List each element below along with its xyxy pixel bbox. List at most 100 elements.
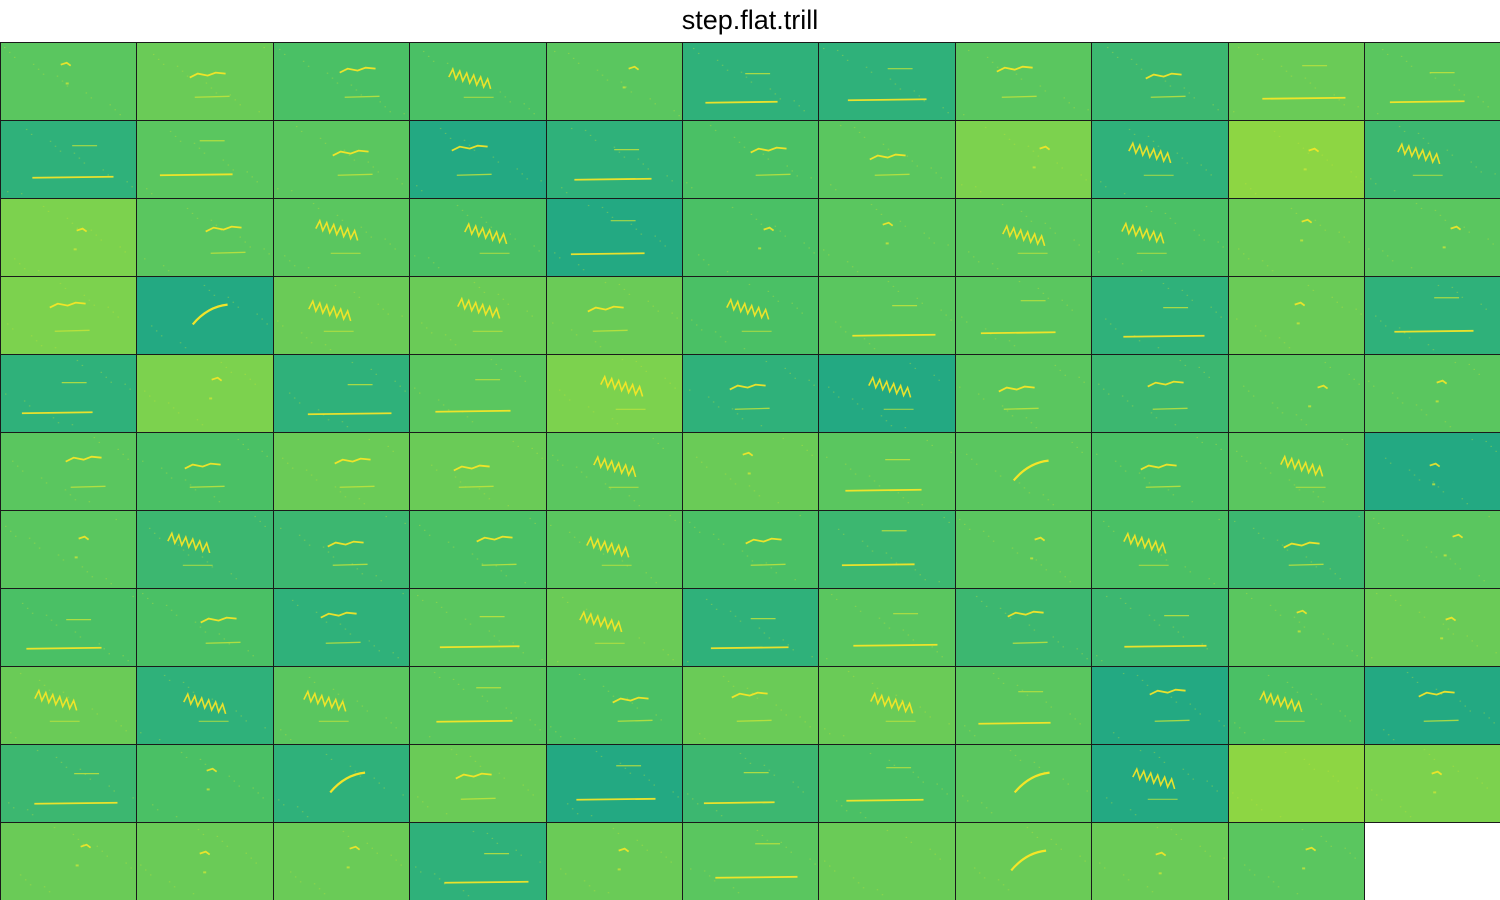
spectrogram-image — [828, 362, 941, 429]
spectrogram-tile — [409, 588, 547, 667]
spectrogram-tile — [1227, 120, 1365, 199]
spectrogram-image — [1233, 515, 1360, 580]
spectrogram-image — [823, 203, 950, 273]
spectrogram-tile — [1227, 42, 1365, 121]
spectrogram-image — [6, 128, 133, 195]
spectrogram-tile — [0, 198, 138, 277]
spectrogram-tile — [1227, 354, 1365, 433]
spectrogram-image — [276, 284, 403, 351]
spectrogram-image — [688, 514, 801, 581]
spectrogram-tile — [0, 432, 138, 511]
spectrogram-image — [824, 829, 942, 896]
spectrogram-image — [291, 592, 404, 659]
spectrogram-tile — [1227, 822, 1365, 900]
spectrogram-tile — [136, 744, 274, 823]
spectrogram-tile — [136, 588, 274, 667]
spectrogram-image — [973, 826, 1086, 891]
spectrogram-image — [824, 670, 951, 737]
spectrogram-tile — [818, 822, 956, 900]
spectrogram-image — [1106, 749, 1219, 816]
spectrogram-tile — [1364, 198, 1500, 277]
spectrogram-image — [551, 437, 664, 507]
spectrogram-tile — [1227, 744, 1365, 823]
spectrogram-image — [1369, 125, 1496, 192]
spectrogram-image — [695, 437, 813, 504]
spectrogram-tile — [1091, 354, 1229, 433]
spectrogram-image — [1099, 826, 1226, 893]
spectrogram-tile — [818, 198, 956, 277]
spectrogram-image — [4, 518, 117, 585]
spectrogram-image — [967, 203, 1080, 270]
spectrogram-tile — [272, 198, 411, 277]
spectrogram-tile — [954, 432, 1093, 511]
spectrogram-image — [414, 204, 541, 269]
spectrogram-image — [152, 751, 265, 818]
spectrogram-image — [1367, 361, 1480, 428]
spectrogram-tile — [682, 666, 820, 745]
spectrogram-tile — [1364, 588, 1500, 667]
spectrogram-tile — [954, 120, 1093, 199]
spectrogram-image — [965, 441, 1083, 506]
spectrogram-tile — [272, 276, 411, 355]
spectrogram-tile — [954, 510, 1093, 589]
spectrogram-tile — [272, 744, 411, 823]
figure-title: step.flat.trill — [681, 5, 819, 35]
spectrogram-tile — [682, 42, 820, 121]
spectrogram-tile — [409, 666, 547, 745]
spectrogram-tile — [954, 822, 1093, 900]
spectrogram-tile — [0, 276, 138, 355]
spectrogram-tile — [1364, 42, 1500, 121]
spectrogram-tile — [682, 120, 820, 199]
spectrogram-image — [1100, 128, 1213, 195]
spectrogram-tile — [682, 588, 820, 667]
spectrogram-image — [144, 207, 271, 272]
spectrogram-tile — [954, 354, 1093, 433]
spectrogram-tile — [0, 744, 138, 823]
spectrogram-tile — [818, 354, 956, 433]
spectrogram-image — [1374, 284, 1487, 351]
spectrogram-image — [1103, 518, 1221, 585]
spectrogram-tile — [818, 666, 956, 745]
spectrogram-image — [958, 518, 1071, 583]
spectrogram-image — [419, 517, 537, 584]
spectrogram-image — [560, 127, 673, 194]
spectrogram-tile — [272, 120, 411, 199]
spectrogram-tile — [1227, 666, 1365, 745]
spectrogram-tile — [272, 432, 411, 511]
spectrogram-tile — [1364, 510, 1500, 589]
spectrogram-tile — [136, 432, 274, 511]
spectrogram-tile — [1091, 276, 1229, 355]
spectrogram-image — [686, 752, 804, 817]
spectrogram-tile — [0, 588, 138, 667]
spectrogram-tile — [545, 822, 683, 900]
spectrogram-tile — [1227, 276, 1365, 355]
spectrogram-tile — [954, 198, 1093, 277]
spectrogram-tile — [954, 744, 1093, 823]
spectrogram-image — [1235, 284, 1362, 349]
spectrogram-image — [1113, 672, 1226, 739]
spectrogram-tile — [1227, 432, 1365, 511]
spectrogram-tile — [272, 510, 411, 589]
spectrogram-tile — [272, 42, 411, 121]
spectrogram-image — [692, 47, 805, 112]
spectrogram-tile — [1227, 510, 1365, 589]
spectrogram-tile — [272, 822, 411, 900]
spectrogram-tile — [409, 744, 547, 823]
spectrogram-tile — [1091, 198, 1229, 277]
spectrogram-image — [688, 360, 815, 427]
spectrogram-image — [146, 130, 259, 195]
spectrogram-tile — [818, 276, 956, 355]
spectrogram-tile — [1091, 822, 1229, 900]
spectrogram-grid — [0, 42, 1500, 900]
spectrogram-image — [962, 49, 1089, 116]
spectrogram-image — [142, 438, 269, 503]
spectrogram-image — [13, 205, 126, 272]
spectrogram-image — [277, 753, 404, 818]
spectrogram-tile — [545, 666, 683, 745]
spectrogram-tile — [1364, 666, 1500, 745]
spectrogram-tile — [682, 354, 820, 433]
spectrogram-image — [142, 592, 255, 657]
spectrogram-tile — [1091, 588, 1229, 667]
spectrogram-tile — [136, 42, 274, 121]
spectrogram-tile — [682, 510, 820, 589]
